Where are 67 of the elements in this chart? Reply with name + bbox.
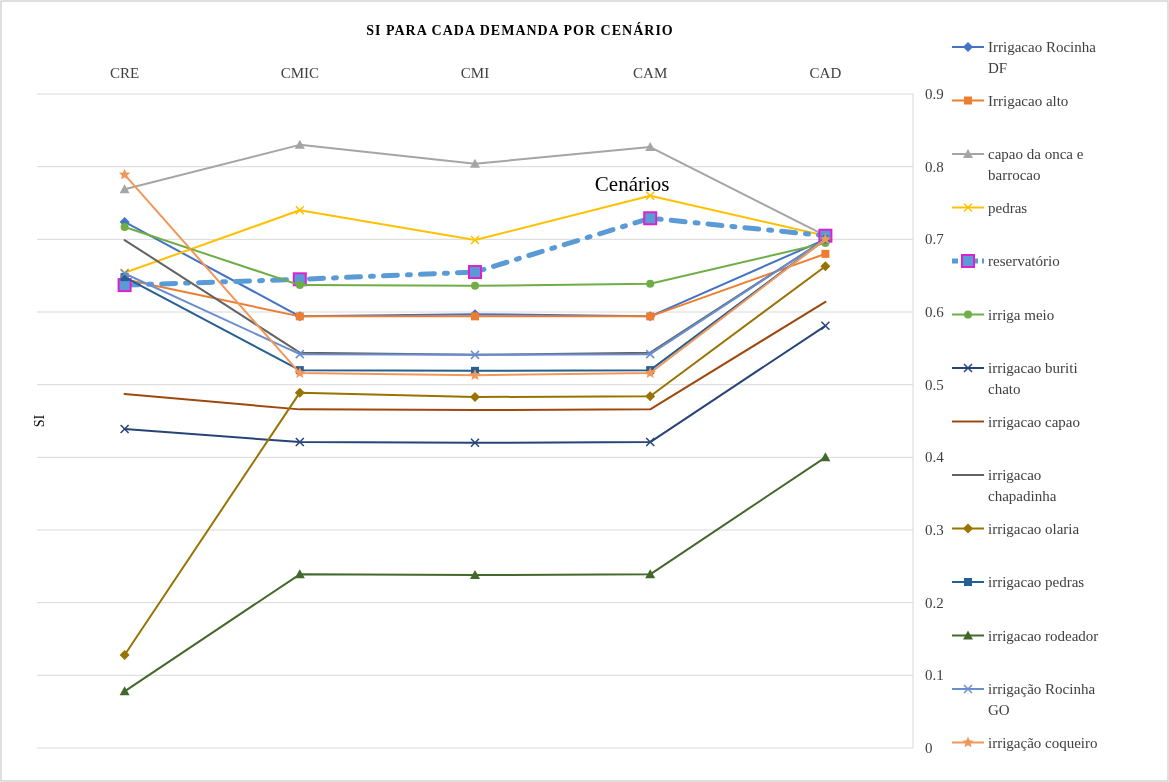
y-tick-label: 0.4 — [925, 449, 945, 466]
legend-label: irrigacao pedras — [988, 574, 1085, 590]
point — [119, 686, 130, 696]
point — [645, 142, 656, 152]
point — [820, 261, 831, 272]
y-tick-label: 0 — [925, 740, 933, 756]
point — [119, 184, 130, 194]
point — [820, 452, 831, 462]
point — [820, 321, 831, 331]
y-tick-label: 0.9 — [925, 86, 944, 102]
point — [469, 369, 481, 381]
point — [295, 281, 304, 290]
point — [645, 391, 656, 402]
y-tick-label: 0.2 — [925, 594, 944, 611]
x-tick-label: CMIC — [280, 65, 319, 81]
legend-label: Irrigacao Rocinha DF — [988, 39, 1097, 76]
point — [294, 569, 305, 579]
y-tick-label: 0.3 — [925, 522, 944, 538]
point — [470, 158, 480, 168]
x-tick-label: CAM — [633, 65, 668, 81]
legend-label: irrigacao rodeador — [988, 627, 1099, 644]
point — [295, 205, 305, 216]
point — [120, 222, 129, 231]
point — [471, 281, 479, 290]
legend-label: irrigação Rocinha GO — [988, 681, 1096, 718]
y-tick-label: 0.1 — [925, 667, 944, 684]
y-tick-label: 0.5 — [925, 376, 944, 393]
legend-label: capao da onca e barrocao — [988, 146, 1084, 183]
point — [118, 168, 131, 180]
point — [294, 139, 305, 149]
point — [645, 569, 656, 579]
point — [470, 438, 480, 448]
legend-label: pedras — [988, 199, 1028, 216]
point — [470, 350, 480, 360]
point — [470, 392, 480, 403]
point — [470, 570, 480, 580]
legend-label: reservatório — [988, 253, 1060, 269]
x-tick-label: CRE — [110, 65, 140, 81]
legend-label: irrigacao chapadinha — [988, 467, 1057, 504]
point — [646, 279, 655, 288]
legend-label: irrigacao olaria — [988, 520, 1080, 537]
y-axis-title: SI — [32, 414, 47, 428]
x-tick-label: CMI — [460, 65, 490, 81]
legend-label: irrigacao capao — [988, 413, 1081, 430]
y-tick-label: 0.7 — [925, 231, 945, 248]
x-tick-label: CAD — [809, 65, 842, 81]
point — [645, 437, 655, 447]
point — [294, 387, 305, 398]
point — [470, 235, 480, 245]
legend-label: irriga meio — [988, 306, 1055, 323]
legend-label: irrigação coqueiro — [988, 734, 1098, 751]
point — [295, 349, 305, 359]
point — [821, 249, 830, 258]
point — [119, 424, 130, 434]
y-tick-label: 0.8 — [925, 158, 944, 175]
legend-label: irrigacao buriti chato — [988, 360, 1078, 397]
point — [295, 437, 305, 447]
y-tick-label: 0.6 — [925, 304, 945, 320]
annotation: Cenários — [594, 171, 670, 196]
line-series — [123, 300, 827, 412]
chart-title: SI PARA CADA DEMANDA POR CENÁRIO — [366, 22, 674, 38]
point — [645, 190, 655, 201]
point — [643, 211, 658, 226]
point — [468, 265, 482, 280]
point — [119, 649, 130, 660]
legend-label: Irrigacao alto — [988, 92, 1069, 109]
point — [645, 349, 655, 359]
